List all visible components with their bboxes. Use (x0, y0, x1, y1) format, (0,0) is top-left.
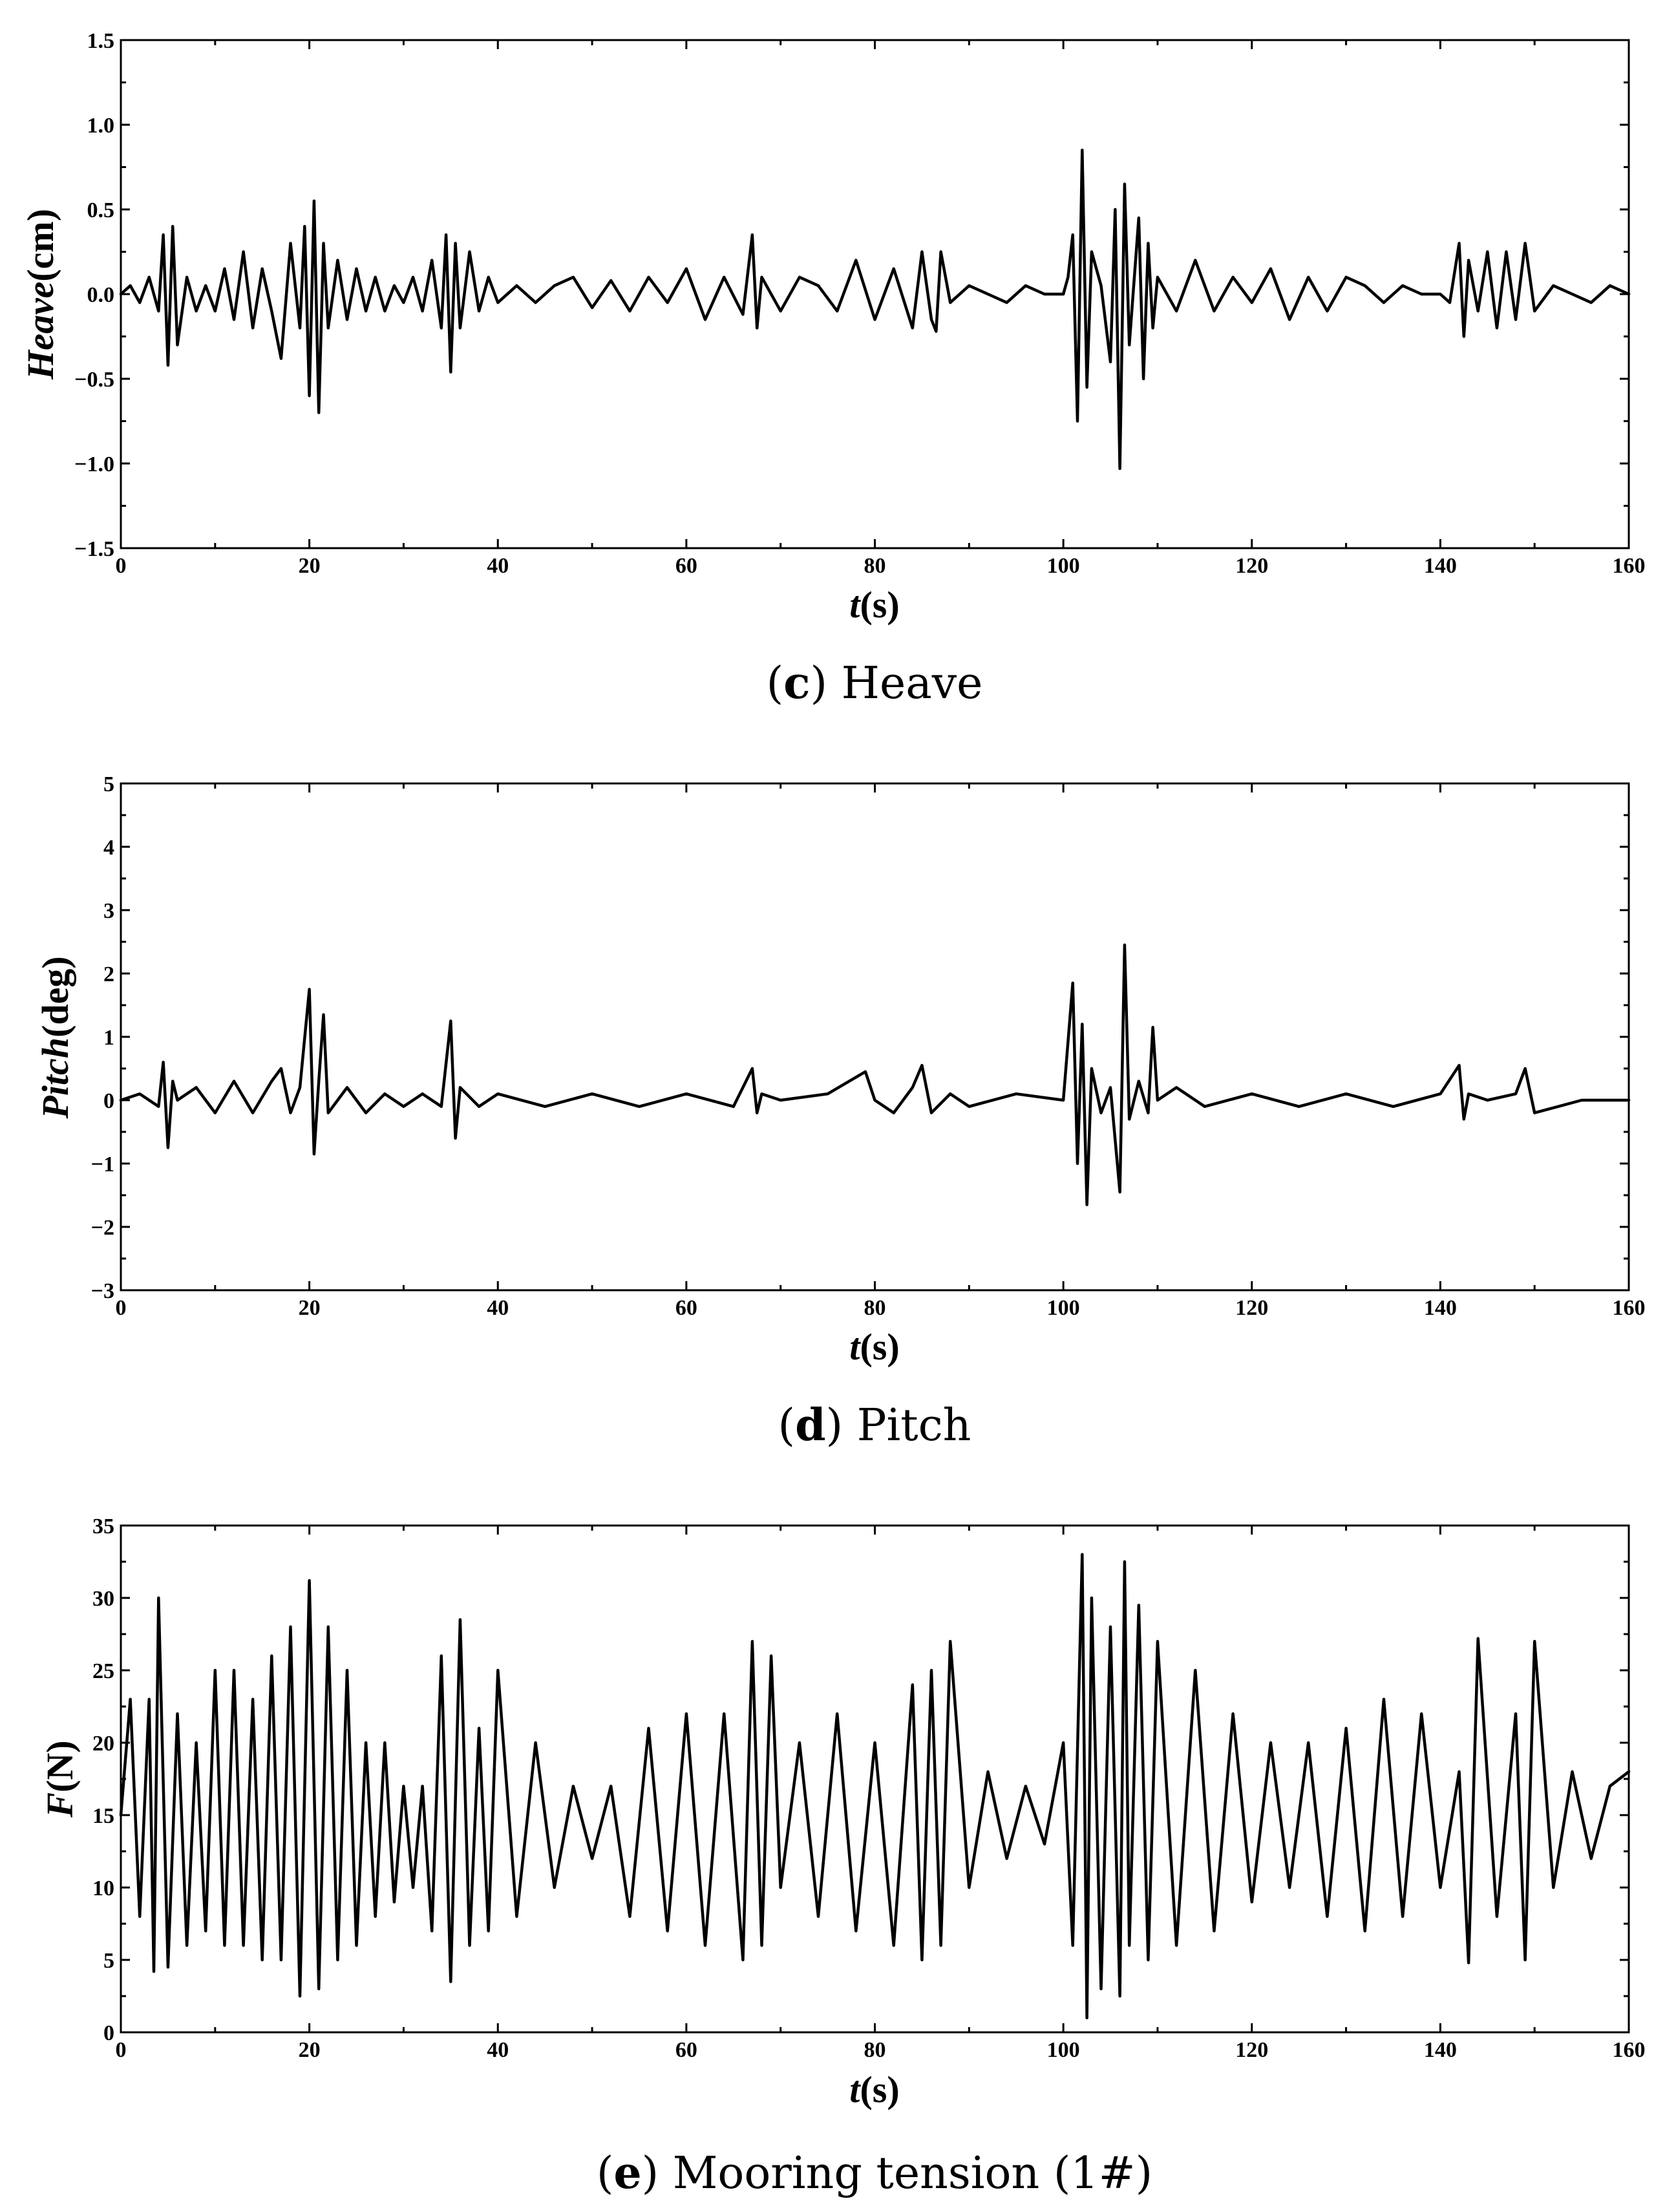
x-tick-label: 100 (1047, 554, 1080, 578)
x-tick-label: 100 (1047, 1296, 1080, 1320)
x-axis-label: t(s) (849, 1326, 899, 1368)
x-axis-label: t(s) (849, 584, 899, 626)
panel-caption: (c) Heave (767, 657, 983, 709)
x-tick-label: 40 (487, 1296, 509, 1320)
x-tick-label: 120 (1235, 1296, 1268, 1320)
y-tick-label: 1.5 (87, 29, 115, 53)
series-group (119, 943, 1631, 1206)
plot-frame (120, 1524, 1630, 2034)
plot-frame (120, 782, 1630, 1292)
y-tick-label: −2 (91, 1216, 114, 1240)
x-tick-label: 140 (1424, 1296, 1457, 1320)
x-axis-label: t(s) (849, 2068, 899, 2111)
x-tick-label: 140 (1424, 2038, 1457, 2062)
x-tick-label: 160 (1613, 554, 1646, 578)
tick-group: 0 20 40 60 80 100 120 140 160 −1.5 −1.0 −0.5 0.0 0.5 1… (74, 29, 1645, 578)
y-tick-label: −3 (91, 1279, 114, 1303)
panel-mooring-tension: 0 20 40 60 80 100 120 140 160 0 5 10 15 20 25 30 35 F(N)… (39, 1515, 1646, 2199)
y-tick-label: 5 (103, 772, 114, 796)
y-tick-label: 25 (92, 1659, 114, 1683)
series-line (119, 1553, 1631, 2019)
y-tick-label: −1.5 (74, 537, 114, 561)
panel-heave: 0 20 40 60 80 100 120 140 160 −1.5 −1.0 −0.5 0.0 0.5 1… (19, 29, 1646, 709)
y-tick-label: 0 (103, 2021, 114, 2045)
panel-caption: (e) Mooring tension (1#) (597, 2147, 1152, 2199)
y-tick-label: 20 (92, 1732, 114, 1756)
y-tick-label: 2 (103, 962, 114, 986)
plot-frame (120, 39, 1630, 549)
y-axis-label: F(N) (39, 1740, 81, 1818)
x-tick-label: 80 (864, 554, 886, 578)
x-tick-label: 80 (864, 1296, 886, 1320)
series-group (119, 1553, 1631, 2019)
x-tick-label: 60 (675, 554, 697, 578)
y-tick-label: 0 (103, 1089, 114, 1113)
x-tick-label: 60 (675, 2038, 697, 2062)
x-tick-label: 20 (299, 554, 321, 578)
x-tick-label: 160 (1613, 1296, 1646, 1320)
y-tick-label: −1 (91, 1153, 114, 1176)
x-tick-label: 0 (116, 2038, 127, 2062)
x-tick-label: 120 (1235, 2038, 1268, 2062)
series-line (119, 943, 1631, 1206)
panel-pitch: 0 20 40 60 80 100 120 140 160 −3 −2 −1 0 1 2 3 4 5 Pitch(… (34, 772, 1646, 1451)
y-tick-label: −1.0 (74, 452, 114, 476)
y-tick-label: 4 (103, 836, 114, 860)
y-tick-label: 35 (92, 1515, 114, 1538)
series-group (119, 149, 1631, 471)
panel-caption: (d) Pitch (778, 1399, 971, 1451)
x-tick-label: 20 (299, 1296, 321, 1320)
x-tick-label: 100 (1047, 2038, 1080, 2062)
y-tick-label: −0.5 (74, 368, 114, 392)
x-tick-label: 120 (1235, 554, 1268, 578)
y-tick-label: 1.0 (87, 114, 115, 138)
y-tick-label: 3 (103, 899, 114, 923)
series-line (119, 149, 1631, 471)
y-tick-label: 5 (103, 1949, 114, 1973)
x-tick-label: 40 (487, 2038, 509, 2062)
x-tick-label: 40 (487, 554, 509, 578)
y-axis-label: Heave(cm) (19, 209, 61, 380)
x-tick-label: 0 (116, 1296, 127, 1320)
x-tick-label: 140 (1424, 554, 1457, 578)
tick-group: 0 20 40 60 80 100 120 140 160 −3 −2 −1 0 1 2 3 4 5 (91, 772, 1646, 1320)
x-tick-label: 0 (116, 554, 127, 578)
x-tick-label: 80 (864, 2038, 886, 2062)
x-tick-label: 60 (675, 1296, 697, 1320)
y-tick-label: 30 (92, 1587, 114, 1611)
y-tick-label: 0.0 (87, 283, 115, 307)
y-tick-label: 10 (92, 1877, 114, 1900)
y-tick-label: 0.5 (87, 198, 115, 222)
y-tick-label: 15 (92, 1804, 114, 1828)
tick-group: 0 20 40 60 80 100 120 140 160 0 5 10 15 20 25 30 35 (92, 1515, 1646, 2062)
y-tick-label: 1 (103, 1026, 114, 1050)
y-axis-label: Pitch(deg) (34, 956, 76, 1119)
x-tick-label: 20 (299, 2038, 321, 2062)
x-tick-label: 160 (1613, 2038, 1646, 2062)
